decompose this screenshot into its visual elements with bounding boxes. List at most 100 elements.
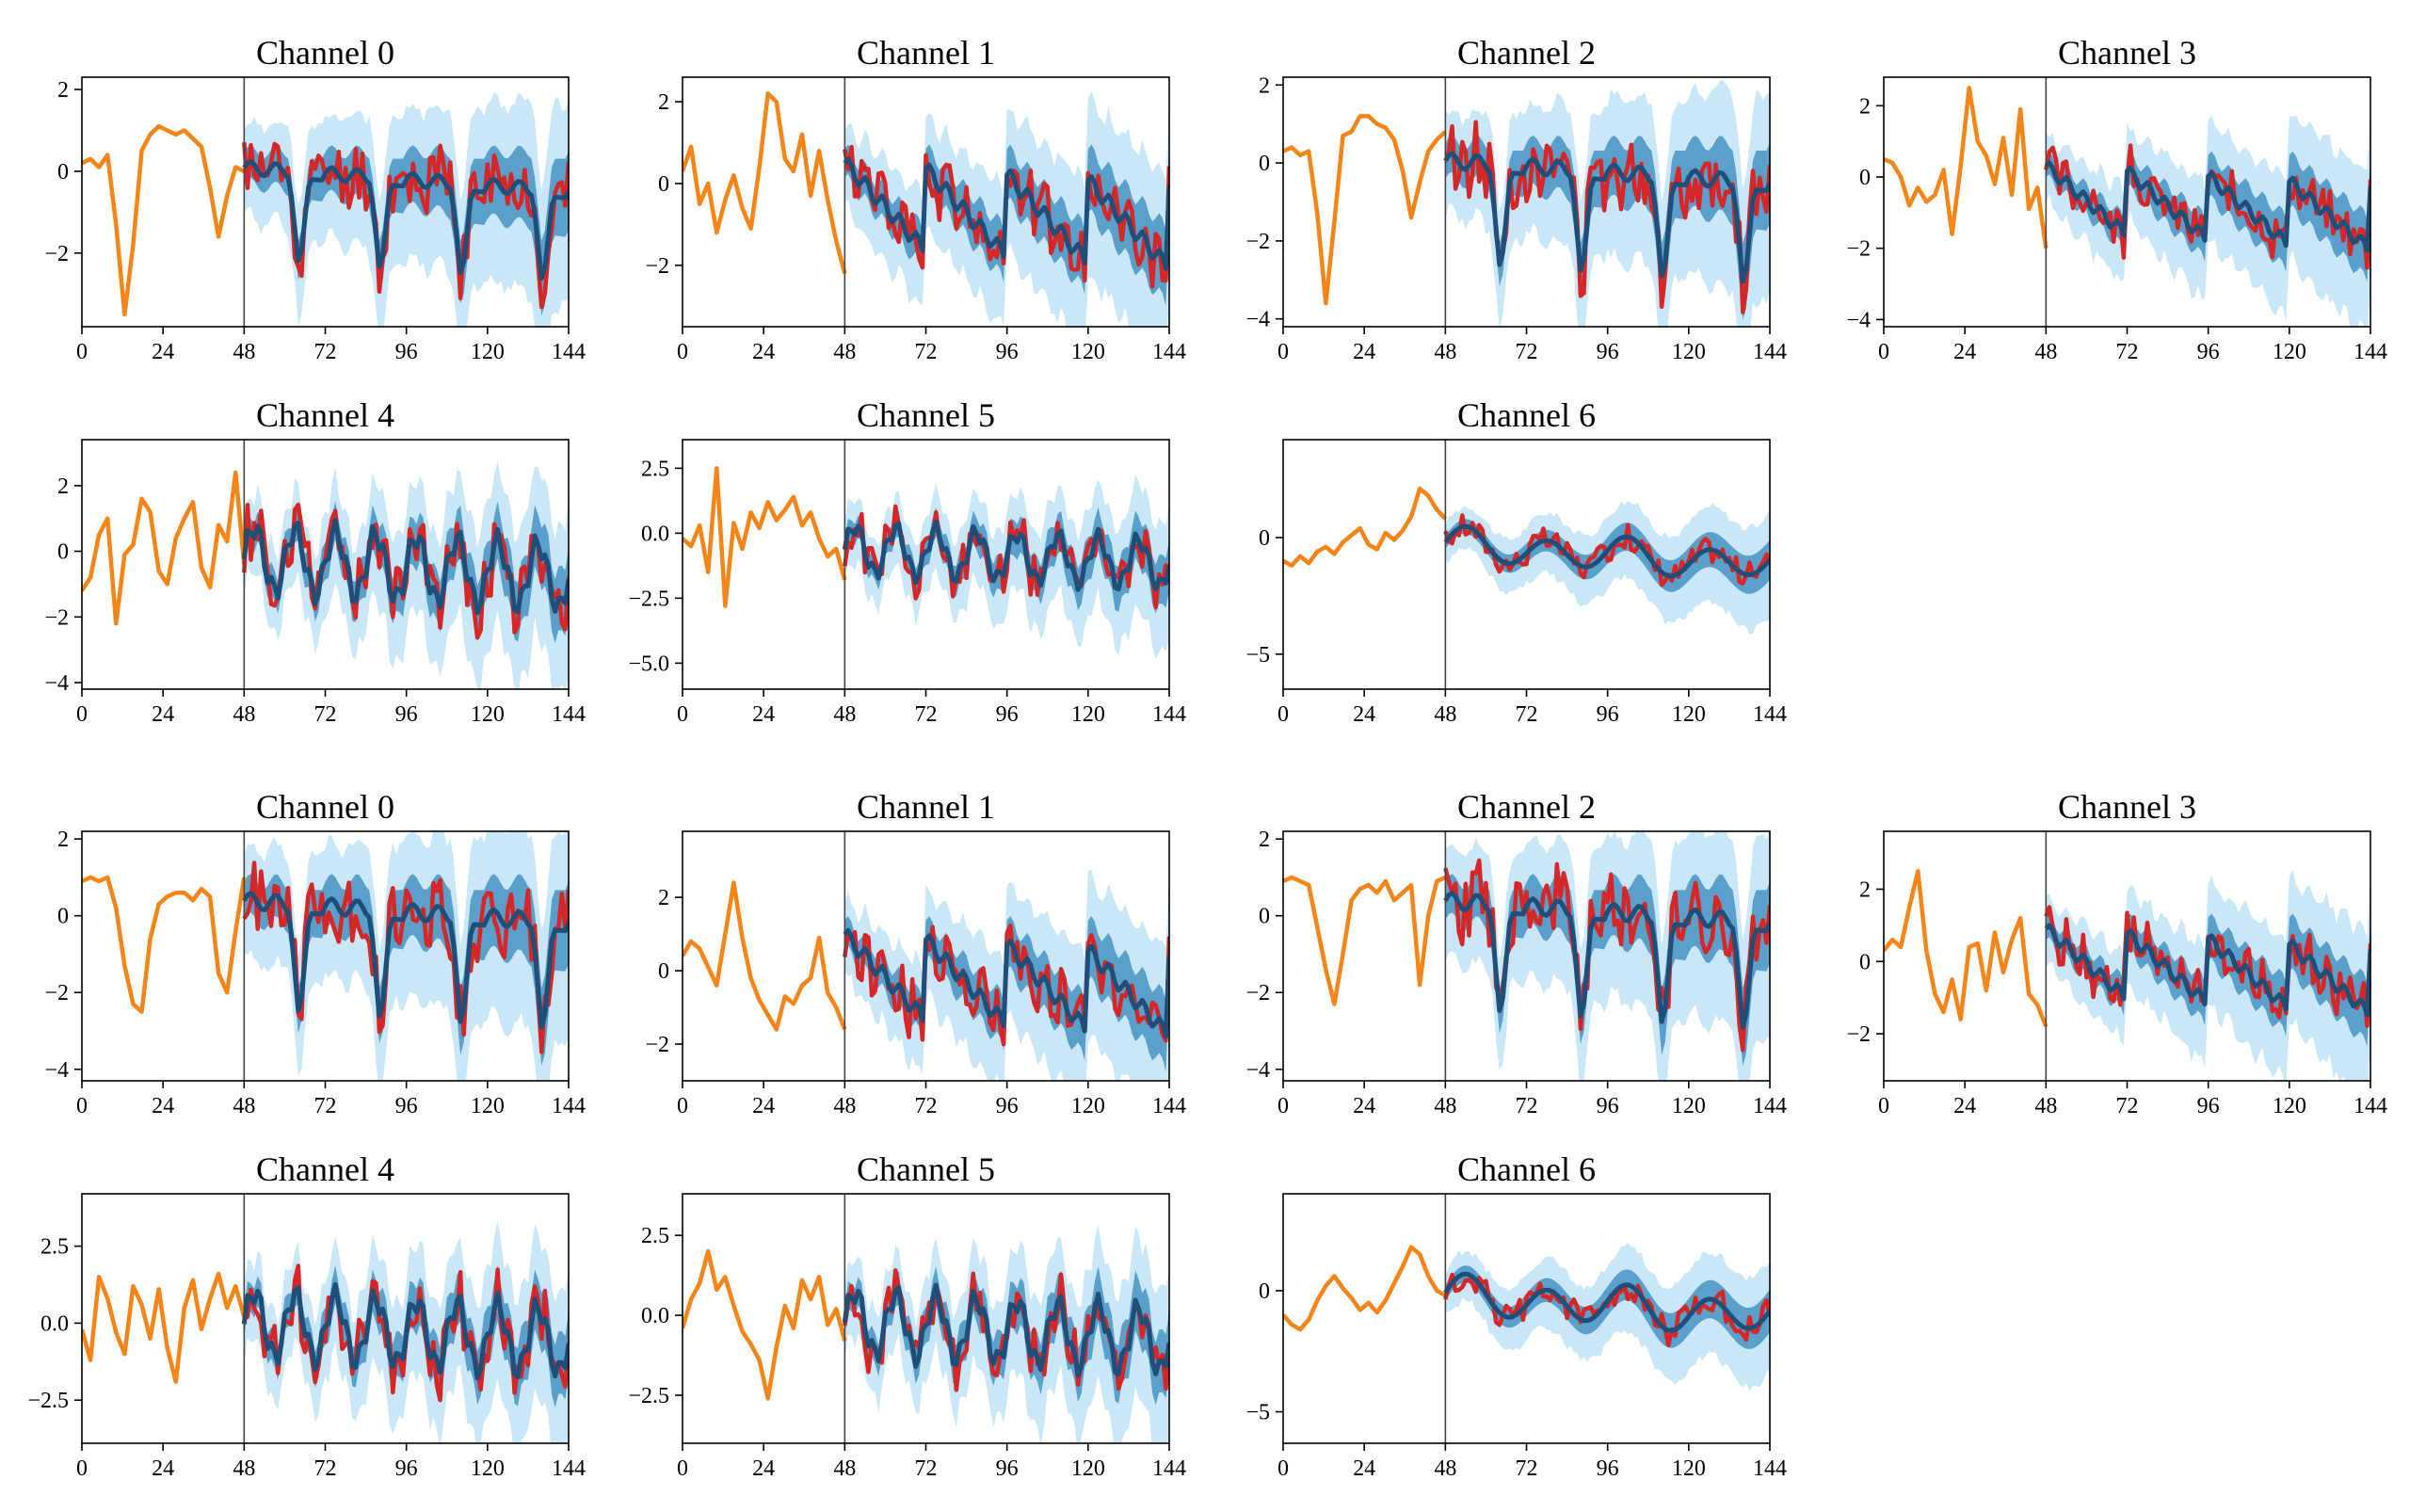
panel-b-channel-6: Channel 6 0 24 48 72 96 120 144 −5 0	[1245, 1150, 1787, 1481]
x-tick-label: 24	[152, 340, 174, 364]
y-tick-label: 0	[57, 540, 69, 565]
y-tick-label: 2	[658, 886, 669, 910]
y-tick-label: 0	[1259, 152, 1270, 176]
panel-a-channel-2: Channel 2 0 24 48 72 96 120 144 −4 −2 0 2	[1245, 34, 1787, 364]
panel-b-channel-1: Channel 1 0 24 48 72 96 120 144 −2 0 2	[645, 788, 1186, 1118]
x-tick-label: 48	[1434, 1094, 1456, 1118]
y-tick-label: 0	[57, 160, 69, 185]
y-tick-label: 2	[1259, 73, 1270, 98]
x-tick-label: 72	[915, 702, 938, 727]
x-tick-label: 72	[1516, 702, 1538, 727]
x-tick-label: 144	[1753, 340, 1787, 364]
y-tick-label: −2	[1245, 230, 1270, 254]
median-forecast-line	[2044, 923, 2370, 1018]
x-tick-label: 0	[76, 702, 88, 727]
y-tick-label: 2	[57, 475, 69, 499]
x-tick-label: 144	[552, 702, 586, 727]
x-tick-label: 120	[1672, 340, 1706, 364]
panel-title: Channel 5	[857, 396, 995, 434]
x-tick-label: 120	[2273, 340, 2306, 364]
y-tick-label: 2	[1859, 94, 1871, 119]
y-tick-label: 2	[1859, 877, 1871, 902]
x-tick-label: 144	[1753, 1094, 1787, 1118]
y-tick-label: −4	[44, 1058, 69, 1083]
x-tick-label: 96	[1597, 702, 1619, 727]
history-line	[1884, 86, 2048, 249]
x-tick-label: 24	[752, 1456, 775, 1481]
x-tick-label: 72	[2116, 1094, 2139, 1118]
x-tick-label: 144	[552, 1094, 586, 1118]
x-tick-label: 120	[1672, 1094, 1706, 1118]
x-tick-label: 48	[833, 1456, 856, 1481]
y-tick-label: 2	[57, 828, 69, 852]
x-tick-label: 120	[1071, 1456, 1105, 1481]
panel-title: Channel 4	[256, 396, 394, 434]
x-tick-label: 48	[233, 1456, 255, 1481]
y-tick-label: 2.5	[40, 1235, 69, 1260]
x-tick-label: 0	[1277, 1456, 1289, 1481]
x-tick-label: 144	[1152, 702, 1186, 727]
y-tick-label: 0	[57, 905, 69, 929]
y-tick-label: 2	[1259, 828, 1270, 852]
x-tick-label: 96	[395, 1094, 418, 1118]
interval-90-band	[1445, 500, 1770, 635]
median-forecast-line	[2044, 160, 2370, 253]
x-tick-label: 72	[1516, 1456, 1538, 1481]
y-tick-label: 0.0	[40, 1311, 69, 1336]
interval-90-band	[244, 91, 569, 327]
x-tick-label: 48	[833, 702, 856, 727]
panel-title: Channel 1	[857, 34, 995, 72]
x-tick-label: 72	[915, 1456, 938, 1481]
x-tick-label: 96	[395, 702, 418, 727]
x-tick-label: 120	[1071, 340, 1105, 364]
y-tick-label: −5	[1245, 643, 1270, 668]
panel-title: Channel 3	[2058, 788, 2196, 826]
y-tick-label: −2	[44, 605, 69, 630]
panel-b-channel-2: Channel 2 0 24 48 72 96 120 144 −4 −2 0 2	[1245, 788, 1787, 1118]
history-line	[82, 1271, 247, 1384]
panel-title: Channel 4	[256, 1150, 394, 1188]
x-tick-label: 72	[915, 1094, 938, 1118]
interval-90-band	[1445, 79, 1770, 327]
y-tick-label: −2	[44, 981, 69, 1005]
history-line	[82, 123, 246, 317]
x-tick-label: 120	[1672, 702, 1706, 727]
x-tick-label: 72	[915, 340, 938, 364]
x-tick-label: 24	[1353, 340, 1375, 364]
median-forecast-line	[242, 159, 569, 281]
y-tick-label: 2.5	[641, 1224, 669, 1248]
x-tick-label: 0	[1277, 1094, 1289, 1118]
y-tick-label: −2	[44, 242, 69, 266]
y-tick-label: −2	[1245, 981, 1270, 1005]
y-tick-label: −2	[645, 1033, 669, 1057]
x-tick-label: 144	[2354, 1094, 2387, 1118]
y-tick-label: −5.0	[628, 651, 669, 676]
median-forecast-line	[1443, 891, 1770, 1030]
y-tick-label: −2.5	[27, 1389, 69, 1413]
x-tick-label: 96	[1597, 340, 1619, 364]
panel-b-channel-0: Channel 0 0 24 48 72 96 120 144 −4 −2 0 2	[44, 788, 586, 1118]
x-tick-label: 96	[996, 1456, 1019, 1481]
x-tick-label: 48	[2034, 1094, 2057, 1118]
median-forecast-line	[241, 518, 569, 616]
x-tick-label: 144	[552, 340, 586, 364]
x-tick-label: 96	[996, 702, 1019, 727]
history-line	[683, 91, 847, 275]
x-tick-label: 72	[314, 1094, 337, 1118]
median-forecast-line	[241, 1281, 569, 1381]
interval-90-band	[244, 831, 569, 1081]
history-line	[1283, 875, 1447, 1006]
x-tick-label: 24	[752, 1094, 775, 1118]
history-line	[82, 875, 247, 1014]
x-tick-label: 0	[677, 1456, 688, 1481]
y-tick-label: −4	[44, 671, 69, 696]
x-tick-label: 144	[1753, 702, 1787, 727]
x-tick-label: 48	[833, 340, 856, 364]
x-tick-label: 24	[152, 702, 174, 727]
panel-a-channel-6: Channel 6 0 24 48 72 96 120 144 −5 0	[1245, 396, 1787, 727]
x-tick-label: 0	[76, 340, 88, 364]
x-tick-label: 96	[996, 340, 1019, 364]
x-tick-label: 24	[152, 1094, 174, 1118]
x-tick-label: 24	[752, 340, 775, 364]
